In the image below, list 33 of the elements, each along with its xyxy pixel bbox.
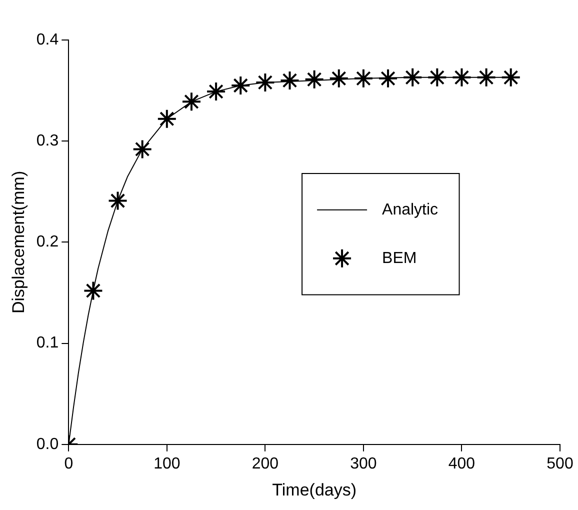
- x-tick-label: 0: [64, 455, 74, 472]
- x-tick-label: 200: [252, 455, 279, 472]
- x-axis-title: Time(days): [272, 480, 357, 500]
- legend-label: BEM: [382, 250, 417, 267]
- x-tick-label: 100: [154, 455, 180, 472]
- y-axis-title: Displacement(mm): [8, 170, 28, 314]
- point: [83, 280, 104, 301]
- point: [181, 92, 202, 112]
- y-tick-label: 0.2: [36, 234, 59, 251]
- point: [156, 108, 177, 129]
- point: [206, 82, 226, 102]
- point: [427, 67, 448, 88]
- x-tick-label: 400: [448, 455, 476, 472]
- point: [452, 67, 472, 88]
- y-tick-label: 0.0: [36, 436, 59, 453]
- point: [255, 72, 276, 92]
- point: [476, 67, 496, 88]
- point: [132, 139, 152, 160]
- y-tick-label: 0.4: [36, 31, 59, 48]
- point: [280, 70, 300, 90]
- point: [402, 67, 423, 88]
- y-tick-label: 0.3: [36, 132, 59, 150]
- point: [353, 68, 374, 88]
- point: [328, 68, 349, 88]
- x-tick-label: 500: [546, 455, 574, 472]
- legend-label: Analytic: [382, 201, 438, 218]
- point: [230, 75, 251, 96]
- point: [378, 68, 398, 88]
- x-tick-label: 300: [350, 455, 377, 472]
- point: [500, 67, 521, 88]
- point: [108, 190, 128, 211]
- y-tick-label: 0.1: [36, 334, 59, 352]
- point: [304, 69, 324, 90]
